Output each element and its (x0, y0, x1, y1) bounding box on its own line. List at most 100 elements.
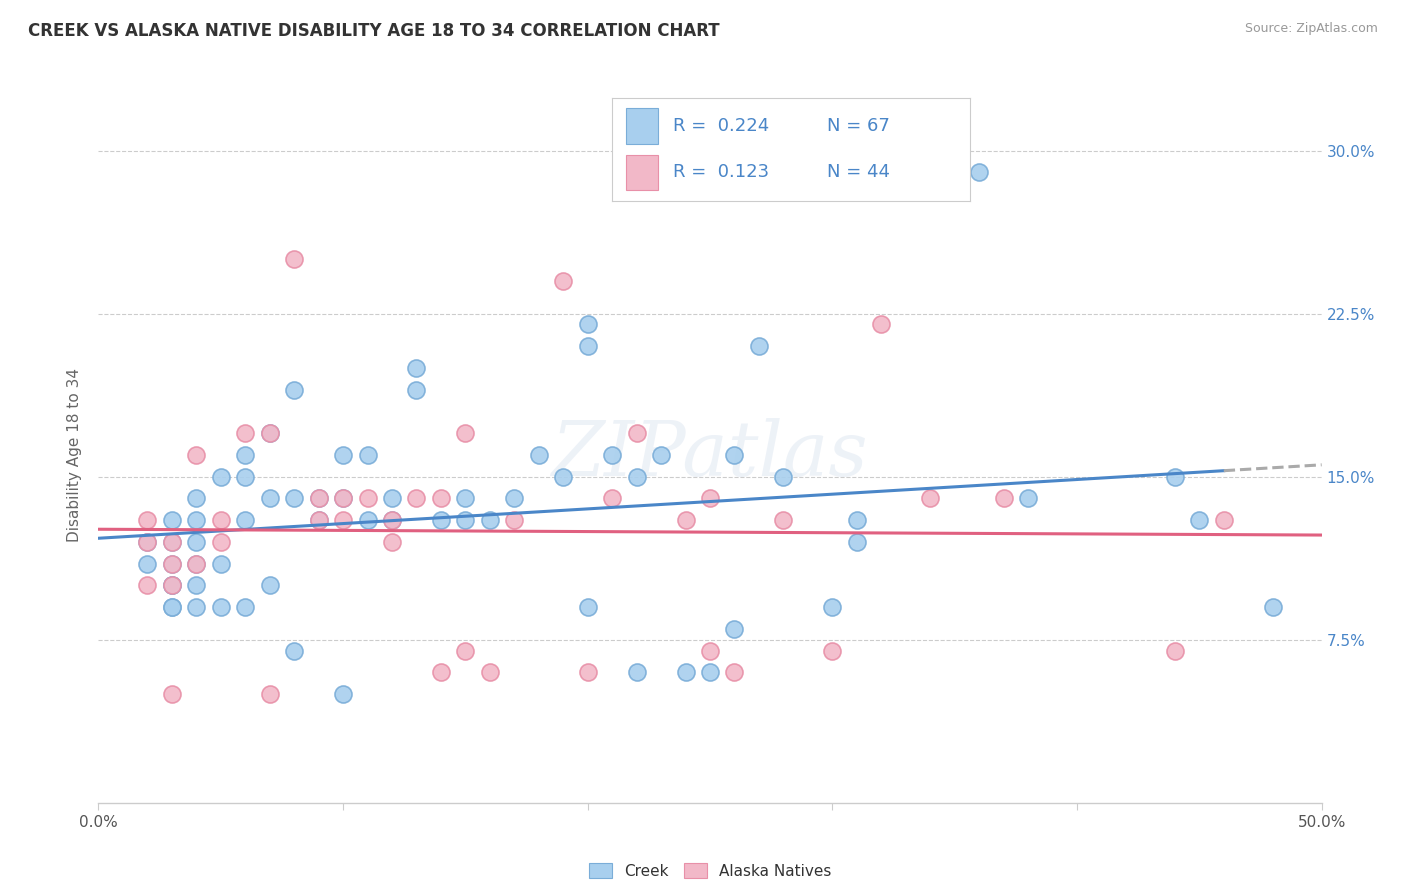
Point (356, 491, 378, 506)
Point (430, 665, 453, 680)
Point (332, 448, 354, 462)
Point (748, 339, 770, 353)
Point (723, 622, 745, 636)
Point (1017, 491, 1039, 506)
Point (553, 274, 575, 288)
Point (772, 513, 794, 527)
Point (356, 513, 378, 527)
Point (308, 513, 330, 527)
Point (209, 557, 232, 571)
Point (160, 535, 183, 549)
Text: Source: ZipAtlas.com: Source: ZipAtlas.com (1244, 22, 1378, 36)
FancyBboxPatch shape (626, 109, 658, 145)
Point (233, 513, 256, 527)
Point (233, 426, 256, 441)
Point (626, 426, 648, 441)
Point (308, 513, 330, 527)
Point (772, 469, 794, 483)
Point (160, 687, 183, 701)
Point (675, 513, 697, 527)
Point (332, 513, 354, 527)
Point (1188, 513, 1211, 527)
Point (160, 578, 183, 592)
Point (259, 578, 281, 592)
Point (821, 643, 844, 657)
Point (699, 665, 721, 680)
Point (503, 491, 526, 506)
Point (209, 535, 232, 549)
Point (405, 383, 427, 397)
Point (259, 426, 281, 441)
Point (233, 448, 256, 462)
Point (1212, 513, 1234, 527)
Point (845, 513, 868, 527)
Point (160, 578, 183, 592)
Point (259, 687, 281, 701)
Point (186, 535, 208, 549)
Point (160, 513, 183, 527)
Point (576, 318, 599, 332)
Point (699, 643, 721, 657)
Point (160, 535, 183, 549)
Point (160, 600, 183, 615)
Point (160, 557, 183, 571)
Point (136, 535, 159, 549)
Point (675, 665, 697, 680)
Y-axis label: Disability Age 18 to 34: Disability Age 18 to 34 (67, 368, 83, 542)
Point (186, 513, 208, 527)
Point (186, 600, 208, 615)
Point (381, 491, 404, 506)
Legend: Creek, Alaska Natives: Creek, Alaska Natives (589, 863, 831, 879)
Point (332, 687, 354, 701)
Point (160, 578, 183, 592)
Point (454, 513, 477, 527)
Point (576, 600, 599, 615)
Point (553, 469, 575, 483)
Point (405, 491, 427, 506)
Point (993, 491, 1015, 506)
Point (332, 491, 354, 506)
Point (478, 665, 501, 680)
Point (723, 448, 745, 462)
Point (186, 448, 208, 462)
Point (381, 535, 404, 549)
Point (209, 469, 232, 483)
Point (136, 557, 159, 571)
Text: CREEK VS ALASKA NATIVE DISABILITY AGE 18 TO 34 CORRELATION CHART: CREEK VS ALASKA NATIVE DISABILITY AGE 18… (28, 22, 720, 40)
Point (209, 513, 232, 527)
Point (650, 448, 672, 462)
Point (283, 643, 305, 657)
Text: ZIPatlas: ZIPatlas (551, 418, 869, 491)
FancyBboxPatch shape (626, 154, 658, 190)
Point (967, 165, 990, 179)
Point (430, 513, 453, 527)
Point (186, 491, 208, 506)
Point (308, 491, 330, 506)
Point (186, 557, 208, 571)
Point (233, 600, 256, 615)
Point (626, 469, 648, 483)
Point (136, 513, 159, 527)
Point (209, 600, 232, 615)
Point (600, 448, 623, 462)
Point (454, 426, 477, 441)
Point (381, 513, 404, 527)
Point (626, 665, 648, 680)
Point (1164, 469, 1187, 483)
Point (576, 339, 599, 353)
Point (283, 383, 305, 397)
Point (332, 491, 354, 506)
Point (699, 491, 721, 506)
Point (527, 448, 550, 462)
Point (430, 491, 453, 506)
Point (478, 513, 501, 527)
Point (454, 643, 477, 657)
Point (283, 491, 305, 506)
Point (381, 513, 404, 527)
Point (283, 252, 305, 267)
Point (259, 426, 281, 441)
Point (600, 491, 623, 506)
Point (405, 360, 427, 375)
Point (454, 491, 477, 506)
Text: R =  0.224: R = 0.224 (672, 118, 769, 136)
